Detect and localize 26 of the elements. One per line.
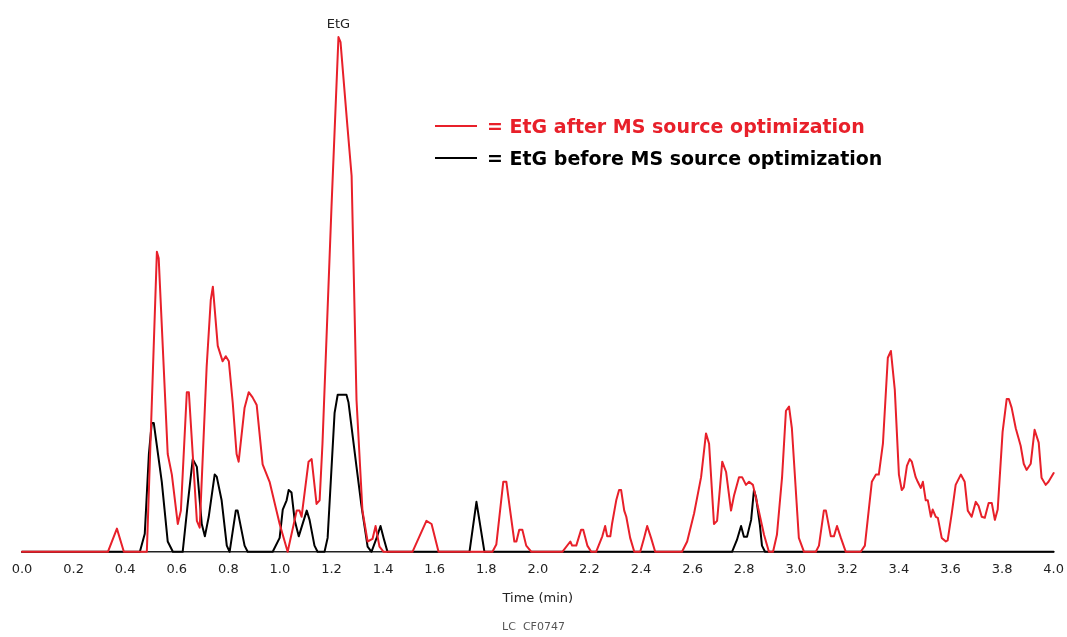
x-tick-label: 3.4 <box>888 560 910 576</box>
x-tick-label: 1.4 <box>372 560 394 576</box>
x-tick-label: 1.0 <box>269 560 291 576</box>
x-tick-label: 1.6 <box>424 560 446 576</box>
x-tick-label: 3.6 <box>940 560 961 576</box>
x-tick-label: 2.2 <box>579 560 600 576</box>
x-tick-label: 2.8 <box>733 560 755 576</box>
text: LC CF0747 <box>501 620 566 633</box>
x-tick-label: 3.2 <box>836 560 858 576</box>
x-tick-label: 1.2 <box>321 560 342 576</box>
x-tick-label: 2.6 <box>682 560 703 576</box>
x-tick-label: 3.0 <box>785 560 807 576</box>
legend-label: = EtG after MS source optimization <box>487 115 865 137</box>
x-tick-label: 2.4 <box>630 560 652 576</box>
x-tick-label: 3.8 <box>991 560 1013 576</box>
x-tick-label: 0.0 <box>11 560 33 576</box>
x-tick-label: 0.6 <box>166 560 188 576</box>
x-tick-label: 0.2 <box>63 560 84 576</box>
x-tick-label: 0.8 <box>217 560 239 576</box>
legend-label: = EtG before MS source optimization <box>487 147 883 169</box>
x-tick-label: 4.0 <box>1043 560 1065 576</box>
x-axis-title: Time (min) <box>501 589 574 605</box>
x-tick-label: 0.4 <box>114 560 136 576</box>
x-tick-label: 2.0 <box>527 560 549 576</box>
annotation: EtG <box>326 15 351 31</box>
x-tick-label: 1.8 <box>475 560 497 576</box>
